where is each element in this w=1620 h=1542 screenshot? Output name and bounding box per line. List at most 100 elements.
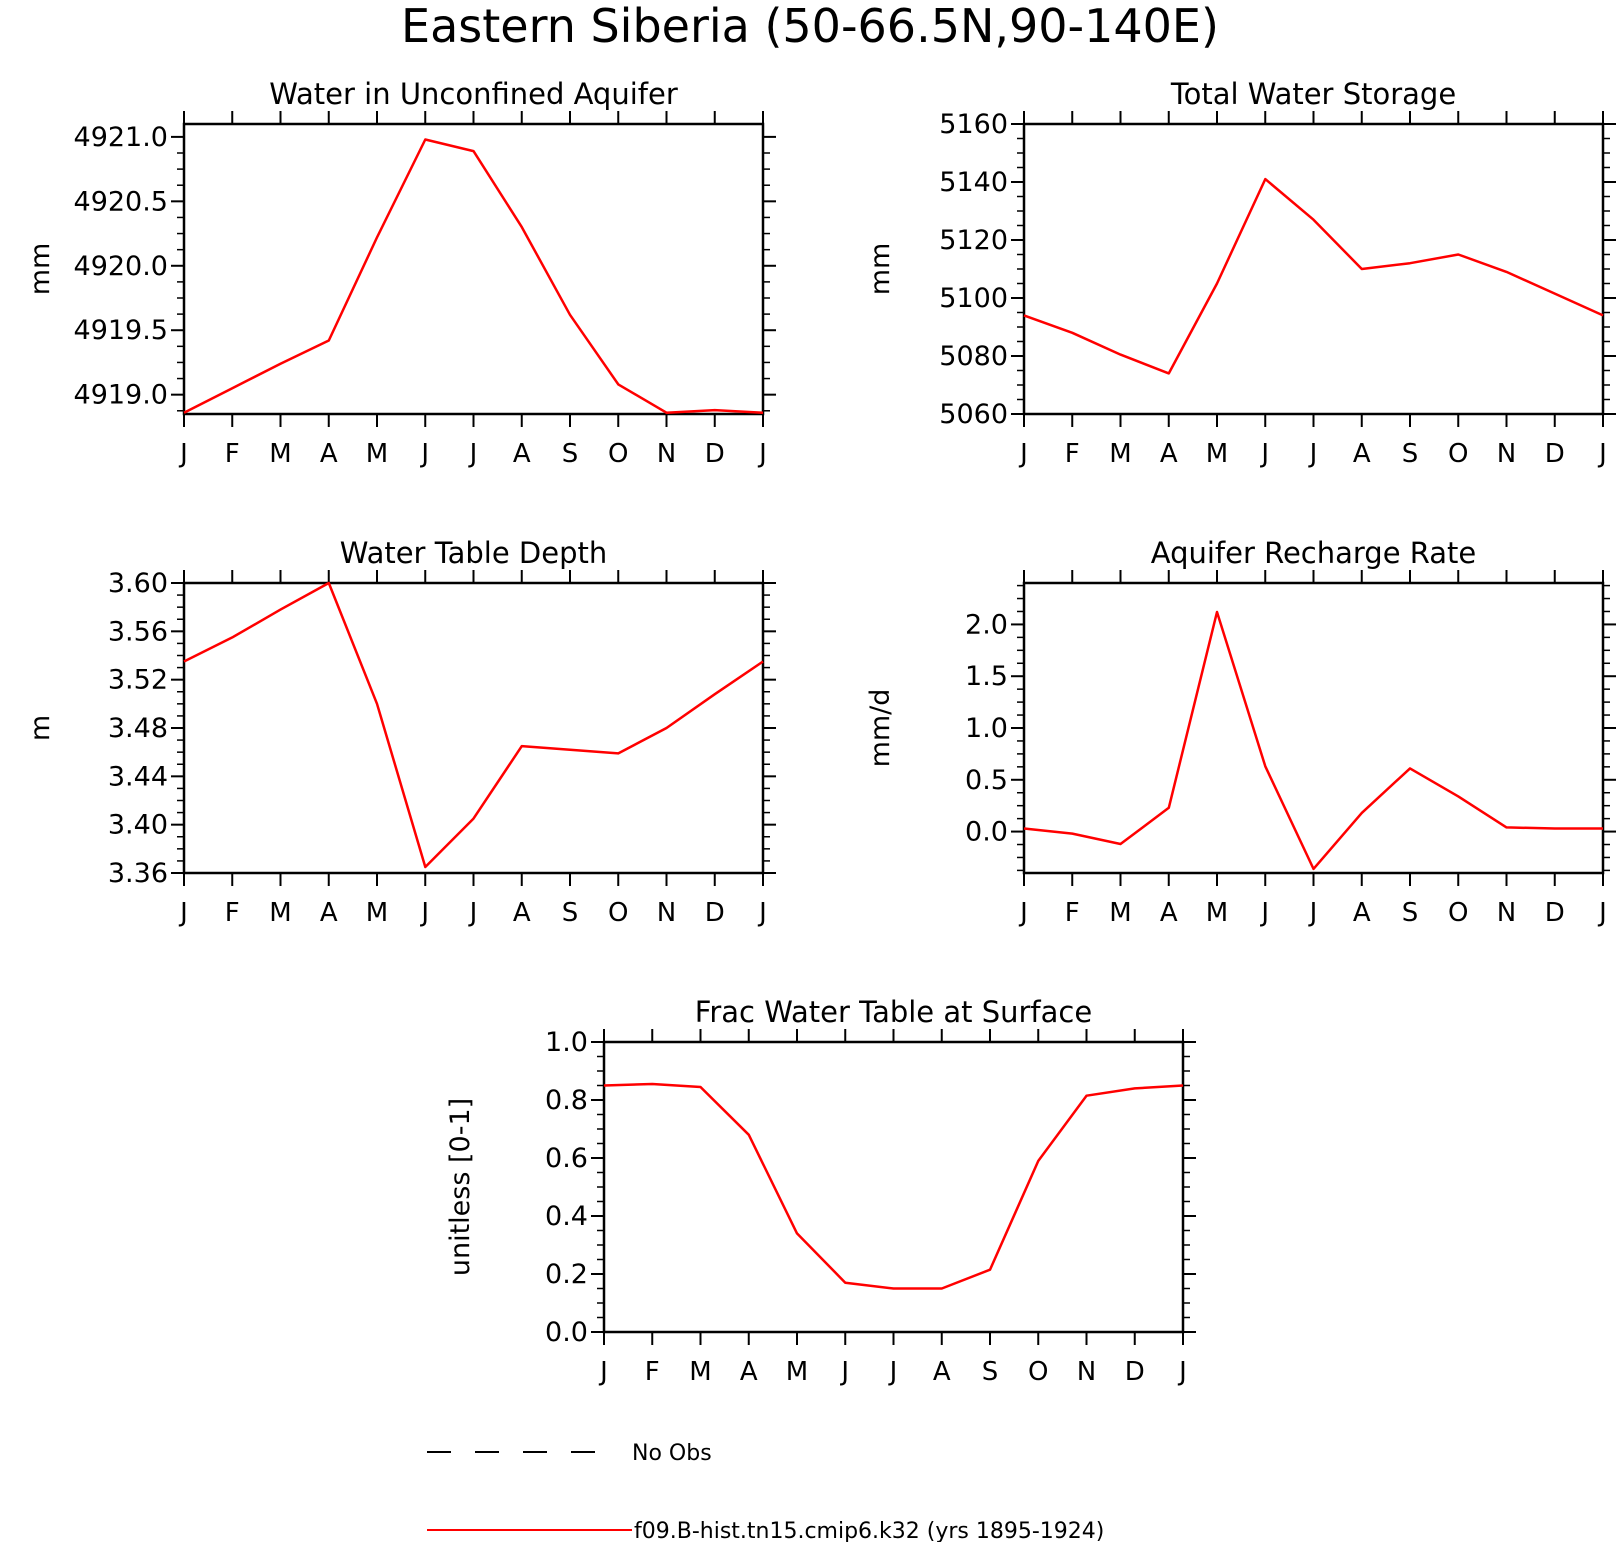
panel-total-water-storage-ytick-label: 5100 — [939, 283, 1008, 314]
panel-total-water-storage-xtick-label: J — [1308, 439, 1318, 469]
panels: J F M A M J J A S O N D J4919.04919.54920.04920.5492… — [25, 77, 1616, 1387]
panel-water-table-depth-ytick-label: 3.48 — [108, 713, 168, 744]
panel-total-water-storage-xtick-label: A — [1353, 439, 1371, 469]
panel-water-in-unconfined-aquifer-xtick-label: J — [468, 439, 478, 469]
panel-total-water-storage-xtick-label: J — [1259, 439, 1269, 469]
panel-total-water-storage-ytick-label: 5060 — [939, 399, 1008, 430]
panel-aquifer-recharge-rate-ytick-label: 0.5 — [965, 765, 1008, 796]
panel-total-water-storage-ytick-label: 5120 — [939, 225, 1008, 256]
panel-frac-water-table-at-surface-xtick-label: J — [1177, 1357, 1187, 1387]
panel-aquifer-recharge-rate-xtick-label: F — [1065, 898, 1080, 928]
panel-frac-water-table-at-surface-xtick-label: F — [645, 1357, 660, 1387]
panel-water-table-depth-xtick-label: F — [225, 898, 240, 928]
panel-water-in-unconfined-aquifer: J F M A M J J A S O N D J4919.04919.54920.04920.5492… — [25, 77, 776, 469]
panel-aquifer-recharge-rate-xtick-label: J — [1018, 898, 1028, 928]
panel-frac-water-table-at-surface-ylabel: unitless [0-1] — [445, 1098, 476, 1276]
panel-frac-water-table-at-surface-xtick-label: J — [839, 1357, 849, 1387]
panel-aquifer-recharge-rate-xtick-label: O — [1448, 898, 1468, 928]
panel-water-table-depth-series-line — [183, 581, 764, 869]
panel-water-table-depth-xtick-label: J — [757, 898, 767, 928]
panel-frac-water-table-at-surface-ytick-label: 0.0 — [545, 1317, 588, 1348]
panel-aquifer-recharge-rate-xtick-label: S — [1402, 898, 1419, 928]
panel-water-table-depth-frame — [182, 581, 765, 875]
panel-water-table-depth-xtick-label: O — [608, 898, 628, 928]
panel-water-table-depth-ytick-label: 3.36 — [108, 858, 168, 889]
panel-total-water-storage-ytick-label: 5080 — [939, 341, 1008, 372]
panel-aquifer-recharge-rate-xtick-label: M — [1109, 898, 1131, 928]
panel-water-table-depth-ytick-label: 3.44 — [108, 761, 168, 792]
panel-frac-water-table-at-surface-xtick-label: J — [598, 1357, 608, 1387]
panel-frac-water-table-at-surface-xtick-label: O — [1028, 1357, 1048, 1387]
panel-frac-water-table-at-surface-ytick-label: 0.6 — [545, 1143, 588, 1174]
panel-water-table-depth-ylabel: m — [25, 715, 56, 741]
panel-water-in-unconfined-aquifer-ytick-label: 4919.0 — [74, 380, 168, 411]
panel-water-table-depth-ytick-label: 3.40 — [108, 810, 168, 841]
panel-frac-water-table-at-surface-ytick-label: 0.4 — [545, 1201, 588, 1232]
panel-aquifer-recharge-rate-xtick-label: J — [1597, 898, 1607, 928]
panel-total-water-storage-ytick-label: 5140 — [939, 167, 1008, 198]
panel-aquifer-recharge-rate-ytick-label: 1.5 — [965, 661, 1008, 692]
panel-water-table-depth-xtick-label: S — [562, 898, 579, 928]
panel-water-in-unconfined-aquifer-series-line — [183, 138, 764, 414]
panel-total-water-storage-frame — [1022, 122, 1605, 416]
panel-total-water-storage-xtick-label: M — [1109, 439, 1131, 469]
panel-aquifer-recharge-rate-xtick-label: A — [1160, 898, 1178, 928]
panel-aquifer-recharge-rate-ytick-label: 1.0 — [965, 713, 1008, 744]
panel-water-table-depth-ytick-label: 3.56 — [108, 616, 168, 647]
panel-water-in-unconfined-aquifer-ytick-label: 4921.0 — [74, 122, 168, 153]
panel-total-water-storage-ylabel: mm — [865, 243, 896, 296]
panel-water-in-unconfined-aquifer-ytick-label: 4920.5 — [74, 186, 168, 217]
panel-water-table-depth-xtick-label: J — [468, 898, 478, 928]
panel-frac-water-table-at-surface-xtick-label: M — [689, 1357, 711, 1387]
panel-frac-water-table-at-surface-series-line — [603, 1082, 1184, 1290]
legend-no-obs-label: No Obs — [632, 1441, 712, 1466]
panel-water-in-unconfined-aquifer-title: Water in Unconfined Aquifer — [269, 77, 678, 111]
panel-total-water-storage-xtick-label: F — [1065, 439, 1080, 469]
panel-water-in-unconfined-aquifer-ylabel: mm — [25, 243, 56, 296]
panel-total-water-storage-xtick-label: M — [1206, 439, 1228, 469]
panel-water-in-unconfined-aquifer-xtick-label: N — [657, 439, 676, 469]
panel-water-in-unconfined-aquifer-xtick-label: A — [320, 439, 338, 469]
panel-aquifer-recharge-rate-xtick-label: D — [1545, 898, 1565, 928]
panel-total-water-storage-xtick-label: S — [1402, 439, 1419, 469]
panel-total-water-storage-xtick-label: J — [1018, 439, 1028, 469]
panel-total-water-storage-xtick-label: D — [1545, 439, 1565, 469]
panel-frac-water-table-at-surface-title: Frac Water Table at Surface — [695, 995, 1092, 1029]
panel-water-in-unconfined-aquifer-xtick-label: D — [705, 439, 725, 469]
panel-frac-water-table-at-surface-ytick-label: 0.8 — [545, 1085, 588, 1116]
panel-water-in-unconfined-aquifer-xtick-label: J — [178, 439, 188, 469]
panel-water-in-unconfined-aquifer-xtick-label: J — [419, 439, 429, 469]
panel-frac-water-table-at-surface-ytick-label: 0.2 — [545, 1259, 588, 1290]
panel-total-water-storage-xtick-label: N — [1497, 439, 1516, 469]
legend: No Obs f09.B-hist.tn15.cmip6.k32 (yrs 18… — [427, 1441, 1104, 1542]
panel-water-in-unconfined-aquifer-xtick-label: M — [269, 439, 291, 469]
panel-aquifer-recharge-rate-title: Aquifer Recharge Rate — [1151, 536, 1477, 570]
panel-water-table-depth-xtick-label: D — [705, 898, 725, 928]
panel-aquifer-recharge-rate-series-line — [1023, 610, 1603, 871]
panel-total-water-storage-series-line — [1023, 177, 1604, 375]
panel-frac-water-table-at-surface-xtick-label: S — [982, 1357, 999, 1387]
panel-aquifer-recharge-rate-ylabel: mm/d — [865, 689, 896, 768]
panel-aquifer-recharge-rate-xtick-label: A — [1353, 898, 1371, 928]
panel-water-table-depth-title: Water Table Depth — [340, 536, 608, 570]
panel-water-in-unconfined-aquifer-xtick-label: O — [608, 439, 628, 469]
panel-water-table-depth-xtick-label: M — [366, 898, 388, 928]
panel-water-table-depth-xtick-label: J — [419, 898, 429, 928]
figure-title: Eastern Siberia (50-66.5N,90-140E) — [401, 0, 1219, 53]
panel-aquifer-recharge-rate-xtick-label: N — [1497, 898, 1516, 928]
panel-water-table-depth-xtick-label: J — [178, 898, 188, 928]
panel-water-table-depth-xtick-label: M — [269, 898, 291, 928]
panel-total-water-storage-ytick-label: 5160 — [939, 109, 1008, 140]
panel-aquifer-recharge-rate-xtick-label: J — [1259, 898, 1269, 928]
panel-water-in-unconfined-aquifer-frame — [182, 122, 765, 416]
panel-water-in-unconfined-aquifer-xtick-label: J — [757, 439, 767, 469]
panel-water-table-depth-xtick-label: A — [320, 898, 338, 928]
panel-frac-water-table-at-surface-ytick-label: 1.0 — [545, 1027, 588, 1058]
panel-aquifer-recharge-rate-frame — [1022, 581, 1605, 875]
panel-total-water-storage: J F M A M J J A S O N D J506050805100512051405160Tot… — [865, 77, 1616, 469]
panel-water-table-depth: J F M A M J J A S O N D J3.363.403.443.483.523.563.6… — [25, 536, 776, 928]
panel-water-in-unconfined-aquifer-xtick-label: M — [366, 439, 388, 469]
panel-water-table-depth-ytick-label: 3.52 — [108, 665, 168, 696]
